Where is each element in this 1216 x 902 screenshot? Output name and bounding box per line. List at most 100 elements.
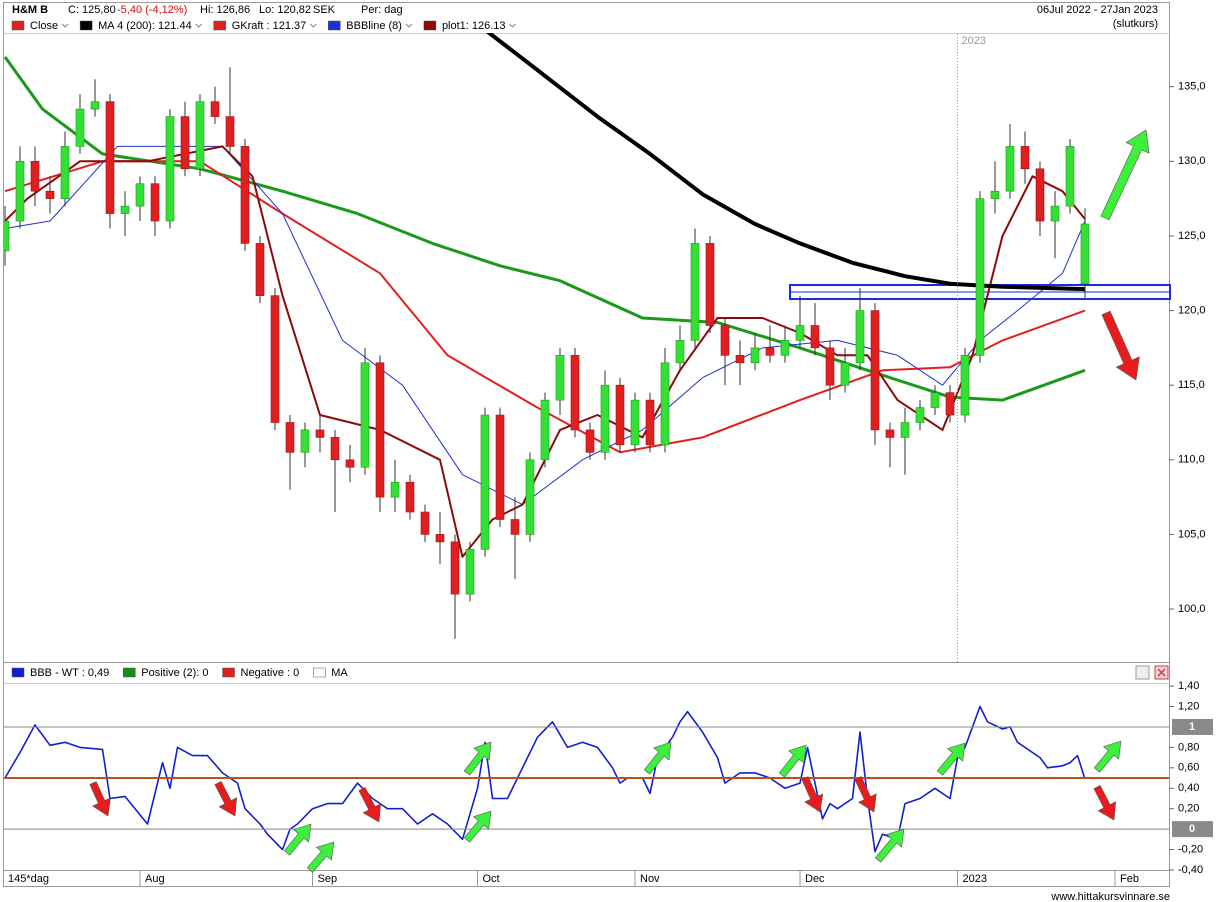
legend-swatch bbox=[11, 667, 25, 678]
candle-body bbox=[675, 340, 685, 364]
legend-swatch bbox=[423, 20, 437, 31]
annotation-arrow bbox=[801, 776, 824, 813]
legend-label: BBBline (8) bbox=[346, 20, 402, 32]
legend-dropdown bbox=[509, 23, 516, 28]
candle-body bbox=[780, 340, 790, 356]
candle-body bbox=[480, 414, 490, 550]
info-close: C: 125,80 bbox=[68, 4, 116, 16]
candle-body bbox=[810, 325, 820, 349]
candle-body bbox=[645, 399, 655, 446]
candle-body bbox=[990, 190, 1000, 199]
candle-body bbox=[765, 347, 775, 356]
y-tick-label: 0,20 bbox=[1178, 803, 1199, 815]
candle-body bbox=[540, 399, 550, 461]
candle-body bbox=[855, 310, 865, 364]
candle-body bbox=[1005, 146, 1015, 192]
candle-body bbox=[585, 429, 595, 453]
candle-body bbox=[120, 205, 130, 214]
annotation-arrow bbox=[1093, 784, 1117, 821]
annotation-arrow bbox=[283, 823, 312, 856]
candle-body bbox=[375, 362, 385, 498]
candle-body bbox=[945, 392, 955, 416]
candle-body bbox=[225, 116, 235, 147]
candle-body bbox=[630, 399, 640, 446]
y-tick-label: 100,0 bbox=[1178, 603, 1206, 615]
x-tick-label: Aug bbox=[145, 873, 165, 885]
candle-body bbox=[450, 541, 460, 595]
annotation-arrow bbox=[643, 741, 672, 775]
legend-label: Close bbox=[30, 20, 58, 32]
y-tick-label: 1,40 bbox=[1178, 680, 1199, 692]
x-tick-label: Feb bbox=[1120, 873, 1139, 885]
candle-body bbox=[150, 183, 160, 222]
candle-body bbox=[90, 101, 100, 110]
candle-body bbox=[1050, 205, 1060, 222]
info-period: Per: dag bbox=[361, 4, 403, 16]
candle-body bbox=[750, 347, 760, 364]
candle-body bbox=[825, 347, 835, 386]
candle-body bbox=[885, 429, 895, 438]
candle-body bbox=[1020, 146, 1030, 170]
candle-body bbox=[390, 481, 400, 498]
candle-body bbox=[1035, 168, 1045, 222]
plot-area bbox=[4, 33, 1090, 639]
y-tick-label: 115,0 bbox=[1178, 379, 1205, 391]
legend-label: GKraft : 121.37 bbox=[232, 20, 307, 32]
x-tick-label: Nov bbox=[640, 873, 660, 885]
candle-body bbox=[720, 325, 730, 356]
indicator-line bbox=[485, 33, 1086, 292]
close-icon-glyph bbox=[1157, 668, 1166, 677]
candle-body bbox=[840, 362, 850, 386]
candle-body bbox=[405, 481, 415, 513]
candle-body bbox=[330, 437, 340, 461]
candle-body bbox=[105, 101, 115, 214]
price-type: (slutkurs) bbox=[1113, 18, 1158, 30]
candle-body bbox=[900, 422, 910, 438]
candle-body bbox=[30, 161, 40, 192]
candle-body bbox=[45, 190, 55, 199]
annotation-arrow bbox=[1101, 310, 1140, 381]
candle-body bbox=[240, 146, 250, 244]
legend-label: MA bbox=[331, 667, 348, 679]
info-high: Hi: 126,86 bbox=[200, 4, 250, 16]
candle-body bbox=[870, 310, 880, 431]
candle-body bbox=[270, 295, 280, 423]
legend-swatch bbox=[123, 667, 136, 678]
legend-dropdown bbox=[405, 23, 413, 28]
annotation-arrow bbox=[778, 744, 807, 778]
candle-body bbox=[1080, 223, 1090, 285]
legend-swatch bbox=[222, 667, 235, 678]
candle-body bbox=[660, 362, 670, 446]
annotation-arrow bbox=[936, 742, 966, 776]
annotation-arrow bbox=[463, 810, 492, 843]
plot-area bbox=[4, 705, 1086, 853]
candle-body bbox=[705, 243, 715, 326]
candle-body bbox=[345, 459, 355, 468]
candle-body bbox=[465, 549, 475, 595]
y-tick-label: 105,0 bbox=[1178, 528, 1206, 540]
candle-body bbox=[165, 116, 175, 222]
y-tick-label: 0,40 bbox=[1178, 782, 1199, 794]
x-axis-band bbox=[3, 870, 1170, 887]
legend-dropdown bbox=[61, 23, 69, 28]
footer: www.hittakursvinnare.se bbox=[1050, 891, 1170, 902]
candle-body bbox=[180, 116, 190, 170]
legend-label: Positive (2): 0 bbox=[141, 667, 208, 679]
legend-dropdown bbox=[309, 23, 317, 28]
info-low: Lo: 120,82 bbox=[259, 4, 311, 16]
candle-body bbox=[360, 362, 370, 468]
legend-dropdown bbox=[195, 23, 203, 28]
y-tick-label: -0,40 bbox=[1178, 864, 1203, 876]
candle-body bbox=[60, 146, 70, 199]
candle-body bbox=[525, 459, 535, 535]
x-tick-label: 2023 bbox=[963, 873, 987, 885]
period-label: 145*dag bbox=[8, 873, 49, 885]
annotation-arrow bbox=[463, 741, 492, 776]
candle-body bbox=[495, 414, 505, 520]
y-tick-label: 110,0 bbox=[1178, 454, 1205, 466]
chart-title: H&M B bbox=[12, 4, 48, 16]
info-change: -5,40 (-4,12%) bbox=[117, 4, 187, 16]
zoom-icon[interactable] bbox=[1135, 665, 1150, 680]
